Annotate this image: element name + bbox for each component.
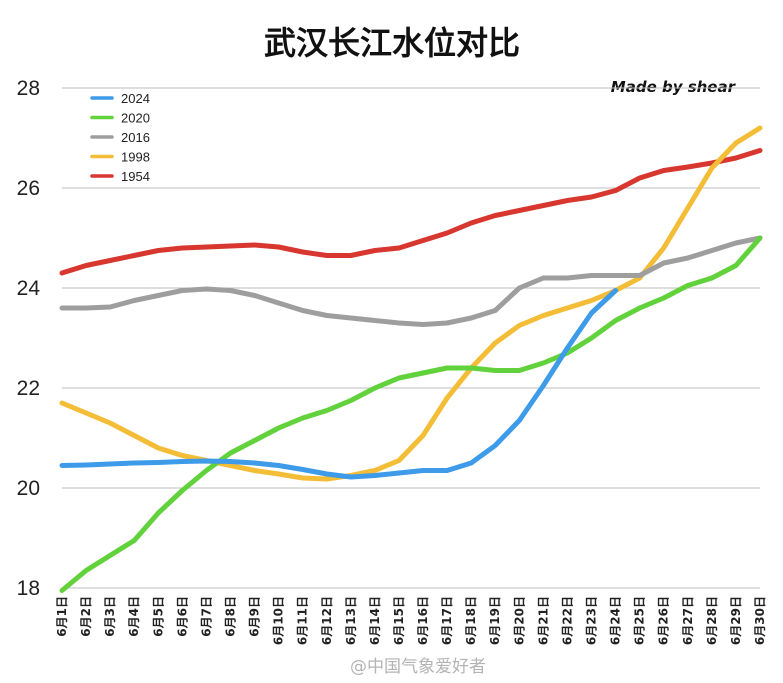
- x-tick-label: 6月3日: [103, 596, 117, 637]
- x-tick-label: 6月25日: [633, 596, 647, 645]
- watermark: @中国气象爱好者: [350, 657, 486, 677]
- series-line-2016: [59, 235, 763, 327]
- y-tick-label: 26: [17, 177, 40, 200]
- x-tick-label: 6月11日: [296, 596, 310, 645]
- x-tick-label: 6月16日: [416, 596, 430, 645]
- x-tick-label: 6月9日: [248, 596, 262, 637]
- x-tick-label: 6月18日: [464, 596, 478, 645]
- y-tick-label: 28: [17, 77, 40, 100]
- x-tick-label: 6月8日: [223, 596, 237, 637]
- legend-label-2024: 2024: [121, 91, 150, 106]
- series-line-2024: [59, 288, 619, 480]
- x-tick-label: 6月17日: [440, 596, 454, 645]
- x-tick-label: 6月29日: [729, 596, 743, 645]
- x-tick-label: 6月22日: [560, 596, 574, 645]
- x-tick-label: 6月5日: [151, 596, 165, 637]
- legend-label-1998: 1998: [121, 150, 150, 165]
- x-tick-label: 6月6日: [175, 596, 189, 637]
- x-tick-label: 6月2日: [79, 596, 93, 637]
- y-axis-ticks: 18 20 22 24 26 28: [17, 77, 41, 600]
- x-tick-label: 6月15日: [392, 596, 406, 645]
- series-lines: [59, 125, 763, 593]
- x-tick-label: 6月20日: [512, 596, 526, 645]
- x-tick-label: 6月23日: [585, 596, 599, 645]
- chart-credit: Made by shear: [611, 78, 737, 96]
- chart-title: 武汉长江水位对比: [264, 24, 520, 62]
- series-line-1954: [59, 148, 763, 276]
- y-tick-label: 22: [17, 377, 40, 400]
- x-tick-label: 6月21日: [536, 596, 550, 645]
- x-tick-label: 6月4日: [127, 596, 141, 637]
- x-tick-label: 6月12日: [320, 596, 334, 645]
- x-tick-label: 6月26日: [657, 596, 671, 645]
- x-tick-label: 6月24日: [609, 596, 623, 645]
- y-tick-label: 20: [17, 477, 40, 500]
- legend: 2024 2020 2016 1998 1954: [90, 91, 150, 184]
- x-tick-label: 6月14日: [368, 596, 382, 645]
- x-tick-label: 6月27日: [681, 596, 695, 645]
- x-axis-ticks: 6月1日 6月2日 6月3日 6月4日 6月5日 6月6日 6月7日 6月8日 6月9日 6月10…: [55, 596, 767, 645]
- series-line-2020: [59, 235, 763, 593]
- x-tick-label: 6月1日: [55, 596, 69, 637]
- x-tick-label: 6月19日: [488, 596, 502, 645]
- x-tick-label: 6月30日: [753, 596, 767, 645]
- x-tick-label: 6月28日: [705, 596, 719, 645]
- x-tick-label: 6月13日: [344, 596, 358, 645]
- y-tick-label: 24: [17, 277, 41, 300]
- y-tick-label: 18: [17, 577, 40, 600]
- legend-label-1954: 1954: [121, 169, 150, 184]
- x-tick-label: 6月10日: [272, 596, 286, 645]
- gridlines: [62, 87, 760, 589]
- legend-label-2016: 2016: [121, 130, 150, 145]
- legend-label-2020: 2020: [121, 111, 150, 126]
- x-tick-label: 6月7日: [199, 596, 213, 637]
